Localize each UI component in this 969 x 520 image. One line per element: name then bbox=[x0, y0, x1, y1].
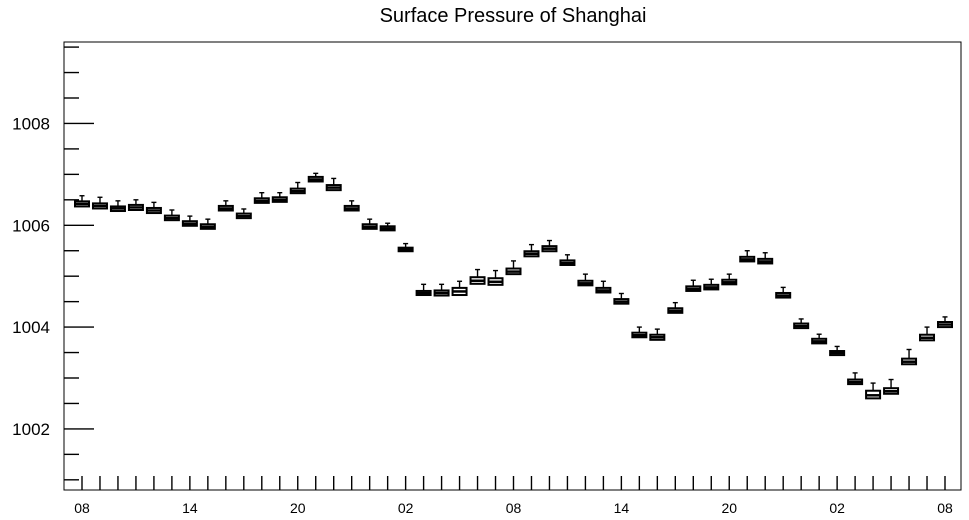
y-tick-label: 1006 bbox=[12, 216, 50, 235]
box-item bbox=[451, 280, 468, 297]
box-item bbox=[541, 239, 558, 253]
box-item bbox=[325, 177, 342, 192]
box-item bbox=[415, 283, 432, 297]
box-item bbox=[253, 191, 270, 204]
box-item bbox=[919, 326, 936, 342]
x-axis: 08 14 20 02 08 14 20 02 08 bbox=[74, 476, 953, 516]
box-item bbox=[613, 292, 630, 305]
box-item bbox=[829, 345, 846, 357]
box-item bbox=[739, 250, 756, 263]
box-item bbox=[181, 215, 198, 227]
box-item bbox=[901, 348, 918, 366]
box-item bbox=[703, 278, 720, 291]
x-tick-label: 08 bbox=[506, 500, 522, 516]
box-item bbox=[505, 260, 522, 276]
box-item bbox=[523, 243, 540, 258]
box-item bbox=[487, 269, 504, 286]
box-item bbox=[793, 318, 810, 330]
box-item bbox=[577, 273, 594, 287]
box-item bbox=[109, 200, 126, 213]
box-item bbox=[217, 200, 234, 212]
chart-title: Surface Pressure of Shanghai bbox=[380, 5, 647, 27]
x-tick-label: 02 bbox=[398, 500, 414, 516]
box-item bbox=[649, 328, 666, 341]
x-tick-label: 08 bbox=[937, 500, 953, 516]
box-item bbox=[469, 268, 486, 285]
box-item bbox=[235, 208, 252, 220]
y-tick-label: 1002 bbox=[12, 420, 50, 439]
box-item bbox=[271, 191, 288, 203]
x-tick-label: 08 bbox=[74, 500, 90, 516]
box-item bbox=[721, 273, 738, 286]
box-item bbox=[847, 372, 864, 386]
box-item bbox=[397, 242, 414, 253]
x-tick-label: 20 bbox=[721, 500, 737, 516]
box-item bbox=[91, 196, 108, 210]
x-tick-label: 14 bbox=[614, 500, 630, 516]
y-axis: 1002 1004 1006 1008 bbox=[12, 46, 94, 481]
box-item bbox=[145, 201, 162, 215]
box-item bbox=[685, 279, 702, 292]
box-item bbox=[127, 199, 144, 211]
box-item bbox=[361, 218, 378, 230]
x-tick-label: 14 bbox=[182, 500, 198, 516]
box-item bbox=[595, 280, 612, 294]
box-item bbox=[667, 301, 684, 314]
box-item bbox=[865, 382, 882, 400]
box-item bbox=[433, 283, 450, 297]
box-item bbox=[883, 378, 900, 395]
box-item bbox=[631, 326, 648, 339]
box-item bbox=[757, 252, 774, 265]
box-item bbox=[811, 333, 828, 345]
y-tick-label: 1004 bbox=[12, 318, 50, 337]
box-item bbox=[775, 286, 792, 299]
x-tick-label: 20 bbox=[290, 500, 306, 516]
box-item bbox=[289, 181, 306, 195]
plot-frame bbox=[63, 41, 962, 491]
box-series bbox=[74, 172, 953, 400]
x-tick-label: 02 bbox=[829, 500, 845, 516]
box-item bbox=[937, 316, 953, 329]
box-item bbox=[379, 222, 396, 232]
box-item bbox=[163, 209, 180, 222]
box-item bbox=[74, 195, 90, 208]
box-item bbox=[559, 254, 576, 266]
box-item bbox=[307, 172, 324, 183]
box-item bbox=[343, 200, 360, 212]
box-item bbox=[199, 218, 216, 230]
y-tick-label: 1008 bbox=[12, 114, 50, 133]
